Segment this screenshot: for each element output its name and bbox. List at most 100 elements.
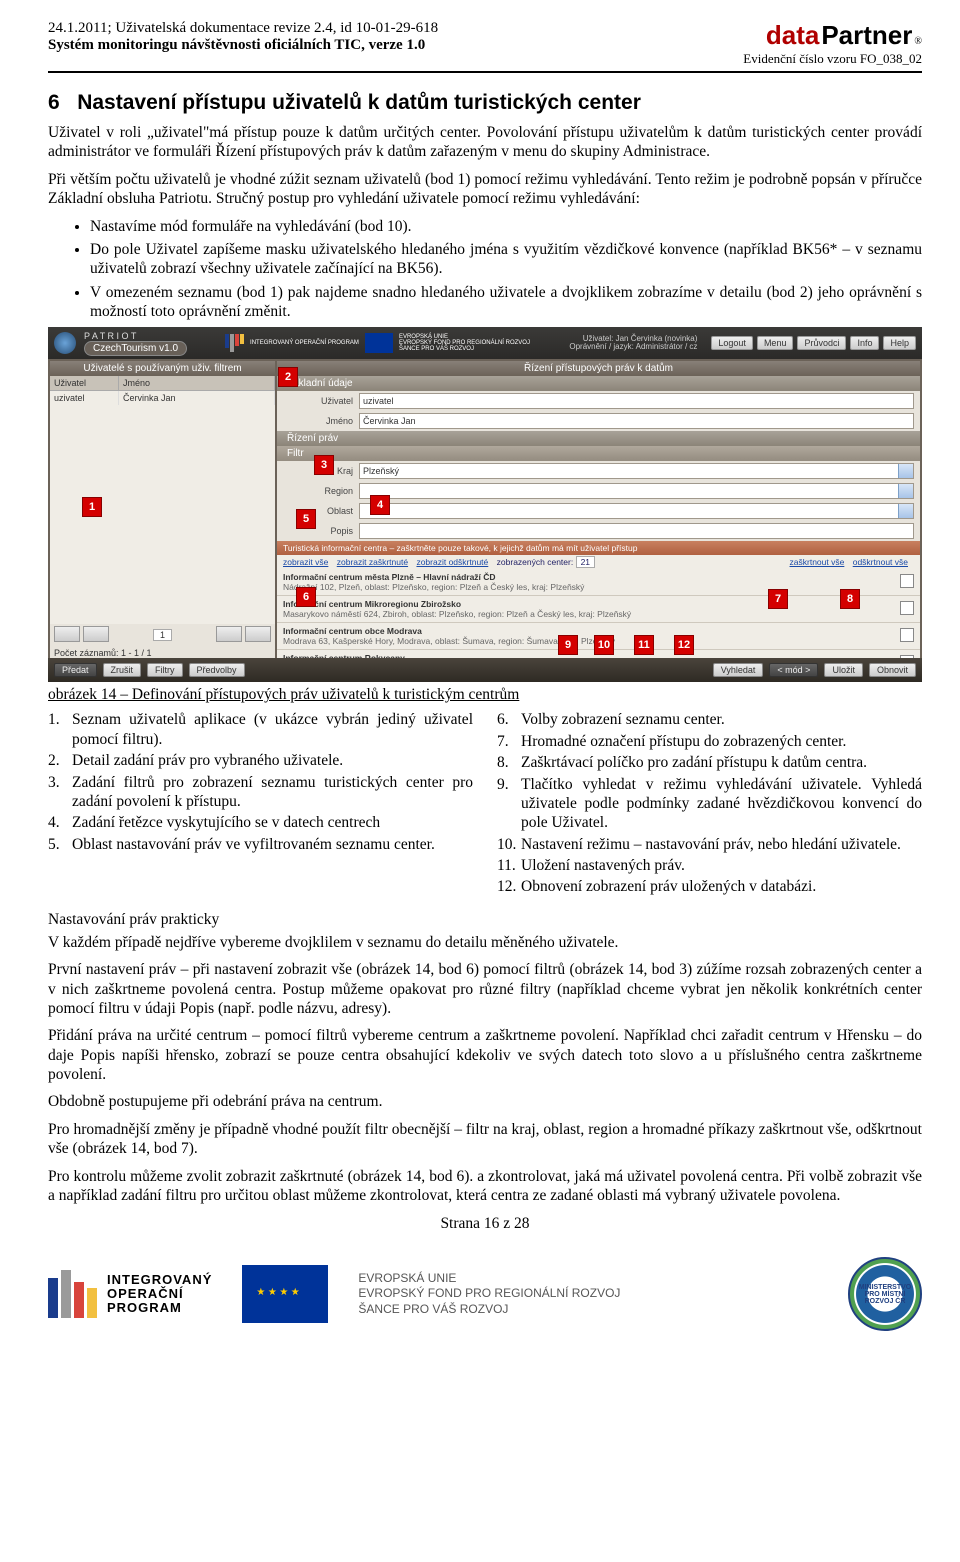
row-popis: Popis [277, 521, 920, 541]
mod-button[interactable]: < mód > [769, 663, 818, 677]
ulozit-button[interactable]: Uložit [824, 663, 863, 677]
globe-icon [54, 332, 76, 354]
col-uzivatel: Uživatel [50, 376, 119, 390]
section-zakladni: Základní údaje [277, 376, 920, 391]
user-name: Červinka Jan [119, 391, 275, 405]
para-1: Uživatel v roli „uživatel"má přístup pou… [48, 123, 922, 162]
marker-3: 3 [314, 455, 334, 475]
header-line2: Systém monitoringu návštěvnosti oficiáln… [48, 37, 438, 54]
nav-first-button[interactable] [54, 626, 80, 642]
vyhledat-button[interactable]: Vyhledat [713, 663, 764, 677]
czechtourism-label: CzechTourism v1.0 [84, 341, 187, 356]
opt-count: 21 [576, 556, 595, 568]
select-oblast[interactable] [359, 503, 914, 519]
bullet-3: V omezeném seznamu (bod 1) pak najdeme s… [90, 283, 922, 322]
iop-l2: OPERAČNÍ [107, 1287, 212, 1301]
marker-11: 11 [634, 635, 654, 655]
iop-l1: INTEGROVANÝ [107, 1273, 212, 1287]
patriot-label: P A T R I O T [84, 331, 187, 341]
filtry-button[interactable]: Filtry [147, 663, 183, 677]
centers-options: zobrazit vše zobrazit zaškrtnuté zobrazi… [277, 555, 920, 569]
center-item-2[interactable]: Informační centrum Mikroregionu Zbirožsk… [277, 596, 920, 623]
logout-button[interactable]: Logout [711, 336, 753, 350]
iop-logo: INTEGROVANÝ OPERAČNÍ PROGRAM [48, 1270, 212, 1318]
footer-logos: INTEGROVANÝ OPERAČNÍ PROGRAM EVROPSKÁ UN… [48, 1247, 922, 1331]
bottom-bar: Předat Zrušit Filtry Předvolby Vyhledat … [48, 658, 922, 682]
iop-small: INTEGROVANÝ OPERAČNÍ PROGRAM [250, 340, 359, 346]
evidencni-cislo: Evidenční číslo vzoru FO_038_02 [743, 51, 922, 67]
lbl-uzivatel: Uživatel [283, 396, 353, 406]
row-jmeno: Jméno Červinka Jan [277, 411, 920, 431]
center-checkbox[interactable] [900, 628, 914, 642]
marker-8: 8 [840, 589, 860, 609]
nav-next-button[interactable] [216, 626, 242, 642]
document-page: 24.1.2011; Uživatelská dokumentace reviz… [0, 0, 960, 1361]
input-uzivatel[interactable]: uzivatel [359, 393, 914, 409]
predvolby-button[interactable]: Předvolby [189, 663, 245, 677]
help-button[interactable]: Help [883, 336, 916, 350]
logo-trademark: ® [914, 36, 922, 47]
logo-black: Partner [821, 20, 912, 51]
section-number: 6 [48, 91, 60, 114]
prakticky-p4: Obdobně postupujeme při odebrání práva n… [48, 1092, 922, 1111]
marker-10: 10 [594, 635, 614, 655]
center-checkbox[interactable] [900, 574, 914, 588]
bullet-list: Nastavíme mód formuláře na vyhledávání (… [48, 217, 922, 322]
legend-columns: 1.Seznam uživatelů aplikace (v ukázce vy… [48, 710, 922, 898]
zrusit-button[interactable]: Zrušit [103, 663, 142, 677]
input-jmeno[interactable]: Červinka Jan [359, 413, 914, 429]
eu-flag-icon [242, 1265, 328, 1323]
opt-odskrtnout-vse[interactable]: odškrtnout vše [853, 557, 908, 567]
app-screenshot: P A T R I O T CzechTourism v1.0 INTEGROV… [48, 327, 922, 682]
obnovit-button[interactable]: Obnovit [869, 663, 916, 677]
iop-l3: PROGRAM [107, 1301, 212, 1315]
select-kraj[interactable]: Plzeňský [359, 463, 914, 479]
app-brand: P A T R I O T CzechTourism v1.0 INTEGROV… [54, 331, 530, 356]
figure-caption: obrázek 14 – Definování přístupových prá… [48, 686, 922, 704]
input-popis[interactable] [359, 523, 914, 539]
col-jmeno: Jméno [119, 376, 275, 390]
right-pane-title: Řízení přístupových práv k datům [277, 361, 920, 376]
nav-last-button[interactable] [245, 626, 271, 642]
nav-prev-button[interactable] [83, 626, 109, 642]
users-header: Uživatel Jméno [50, 376, 275, 391]
bullet-2: Do pole Uživatel zapíšeme masku uživatel… [90, 240, 922, 279]
page-number: Strana 16 z 28 [48, 1215, 922, 1233]
predat-button[interactable]: Předat [54, 663, 97, 677]
nav-page: 1 [153, 629, 172, 641]
opt-zobrazit-zaskrtnute[interactable]: zobrazit zaškrtnuté [337, 557, 408, 567]
opt-zobrazit-odskrtnute[interactable]: zobrazit odškrtnuté [416, 557, 488, 567]
logo-red: data [766, 20, 819, 51]
section-rizeni: Řízení práv [277, 431, 920, 446]
section-filtr: Filtr [277, 446, 920, 461]
eu-text: EVROPSKÁ UNIE EVROPSKÝ FOND PRO REGIONÁL… [358, 1271, 620, 1318]
user-row[interactable]: uzivatel Červinka Jan [50, 391, 275, 405]
para-2: Při větším počtu uživatelů je vhodné zúž… [48, 170, 922, 209]
lbl-region: Region [283, 486, 353, 496]
opt-zaskrtnout-vse[interactable]: zaškrtnout vše [790, 557, 845, 567]
opt-zobrazit-vse[interactable]: zobrazit vše [283, 557, 328, 567]
center-checkbox[interactable] [900, 601, 914, 615]
iop-bars-icon [48, 1270, 97, 1318]
lbl-jmeno: Jméno [283, 416, 353, 426]
menu-button[interactable]: Menu [757, 336, 794, 350]
marker-2: 2 [278, 367, 298, 387]
prakticky-p3: Přidání práva na určité centrum – pomocí… [48, 1026, 922, 1084]
pruvodci-button[interactable]: Průvodci [797, 336, 846, 350]
user-login: uzivatel [50, 391, 119, 405]
marker-12: 12 [674, 635, 694, 655]
header-divider [48, 71, 922, 73]
header-left: 24.1.2011; Uživatelská dokumentace reviz… [48, 20, 438, 54]
select-region[interactable] [359, 483, 914, 499]
marker-1: 1 [82, 497, 102, 517]
marker-5: 5 [296, 509, 316, 529]
centers-header: Turistická informační centra – zaškrtnět… [277, 541, 920, 555]
marker-4: 4 [370, 495, 390, 515]
center-item-1[interactable]: Informační centrum města Plzně – Hlavní … [277, 569, 920, 596]
info-button[interactable]: Info [850, 336, 879, 350]
marker-7: 7 [768, 589, 788, 609]
marker-6: 6 [296, 587, 316, 607]
prakticky-p2: První nastavení práv – při nastavení zob… [48, 960, 922, 1018]
legend-left: 1.Seznam uživatelů aplikace (v ukázce vy… [48, 710, 473, 854]
prakticky-p1: V každém případě nejdříve vybereme dvojk… [48, 933, 922, 952]
